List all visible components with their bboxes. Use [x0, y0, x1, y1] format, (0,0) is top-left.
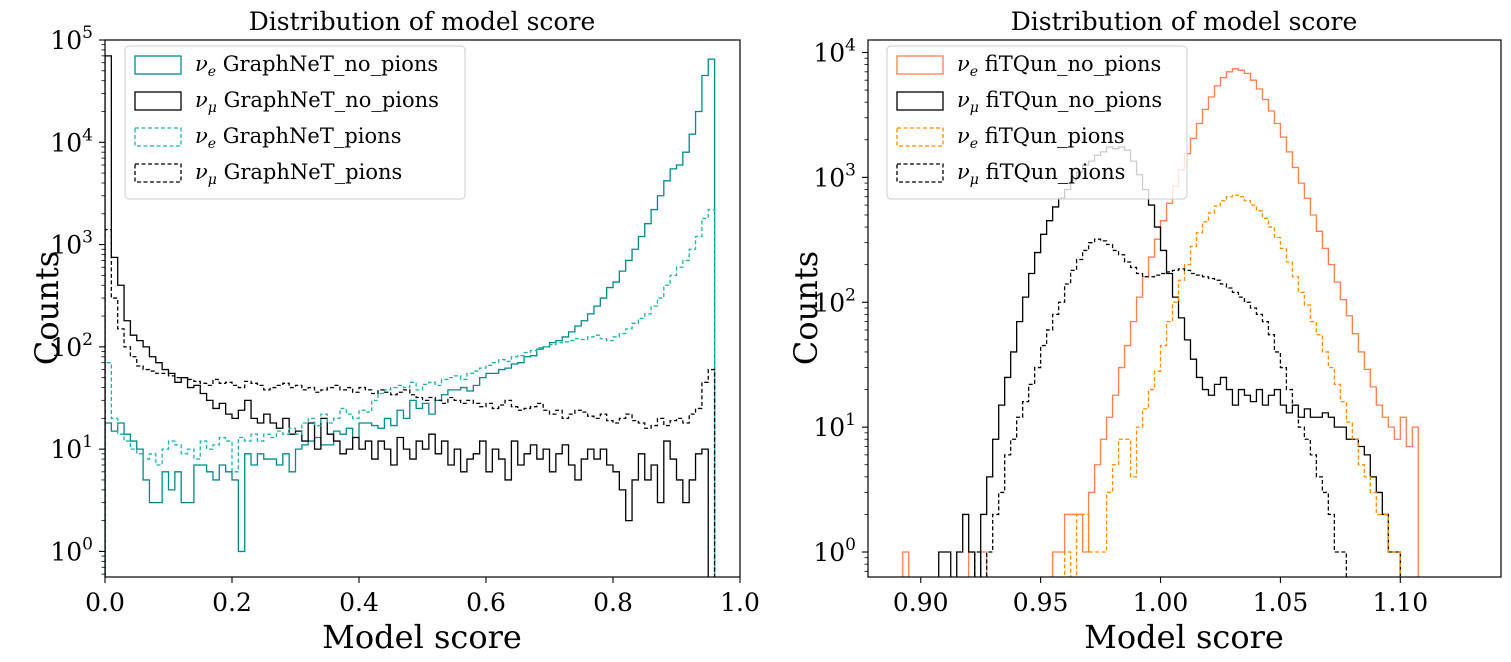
chart-left-ylabel: Counts	[28, 251, 66, 365]
histogram-series-1	[902, 68, 1419, 577]
x-tick-label: 1.0	[720, 588, 760, 617]
chart-right-frame	[867, 39, 1502, 578]
y-tick-label: 102	[813, 285, 856, 317]
x-tick-label: 0.95	[1013, 588, 1069, 617]
x-tick-label: 0.8	[593, 588, 633, 617]
histogram-series-3	[105, 208, 716, 577]
legend-swatch	[896, 127, 944, 147]
legend-label: νμ GraphNeT_no_pions	[195, 88, 439, 116]
chart-right-title: Distribution of model score	[1011, 7, 1357, 36]
legend-box	[124, 45, 466, 200]
legend-label: νμ GraphNeT_pions	[195, 160, 402, 188]
y-tick-label: 103	[50, 228, 93, 260]
x-tick-label: 1.05	[1253, 588, 1309, 617]
histogram-series-2	[938, 146, 1401, 577]
legend-swatch	[896, 163, 944, 183]
x-tick-label: 0.6	[466, 588, 506, 617]
x-tick-label: 1.00	[1133, 588, 1189, 617]
chart-right-xlabel: Model score	[1084, 618, 1284, 656]
histogram-series-1	[105, 58, 716, 577]
legend-swatch	[896, 55, 944, 75]
chart-left-series	[105, 55, 716, 577]
legend-label: νe GraphNeT_pions	[195, 124, 401, 152]
legend-swatch	[134, 163, 182, 183]
y-tick-label: 101	[50, 432, 93, 464]
x-tick-label: 1.10	[1372, 588, 1428, 617]
y-tick-label: 100	[50, 534, 93, 566]
chart-right-x-ticks: 0.90 0.95 1.00 1.05 1.10	[893, 577, 1428, 617]
chart-left-y-ticks: 100 101 102 103 104 105	[50, 23, 105, 575]
chart-right-y-ticks: 100 101 102 103 104	[813, 35, 868, 572]
legend-label: νe fiTQun_pions	[957, 124, 1125, 152]
legend-label: νμ fiTQun_no_pions	[957, 88, 1162, 116]
chart-left: Distribution of model score 0.0 0.2 0.4 0.6…	[28, 7, 760, 656]
legend-swatch	[134, 91, 182, 111]
legend-swatch	[896, 91, 944, 111]
y-tick-label: 105	[50, 23, 93, 55]
chart-left-title: Distribution of model score	[249, 7, 595, 36]
legend-box	[886, 45, 1188, 200]
y-tick-label: 104	[50, 125, 93, 157]
histogram-series-3	[1063, 194, 1401, 577]
x-tick-label: 0.2	[212, 588, 252, 617]
x-tick-label: 0.4	[339, 588, 379, 617]
chart-left-x-ticks: 0.0 0.2 0.4 0.6 0.8 1.0	[85, 577, 760, 617]
y-tick-label: 101	[813, 410, 856, 442]
histogram-series-4	[974, 238, 1347, 577]
legend-swatch	[134, 55, 182, 75]
chart-left-legend: νe GraphNeT_no_pions νμ GraphNeT_no_pions…	[124, 45, 466, 200]
histogram-series-2	[105, 55, 709, 577]
legend-swatch	[134, 127, 182, 147]
x-tick-label: 0.90	[893, 588, 949, 617]
chart-left-xlabel: Model score	[322, 618, 522, 656]
chart-left-frame	[104, 39, 741, 578]
y-tick-label: 102	[50, 330, 93, 362]
chart-right-series	[902, 68, 1419, 577]
legend-label: νe GraphNeT_no_pions	[195, 52, 438, 80]
y-tick-label: 103	[813, 160, 856, 192]
legend-label: νμ fiTQun_pions	[957, 160, 1125, 188]
chart-right-legend: νe fiTQun_no_pions νμ fiTQun_no_pions νe f…	[886, 45, 1188, 200]
y-tick-label: 104	[813, 35, 856, 67]
chart-right: Distribution of model score 0.90 0.95 1.00…	[787, 7, 1502, 656]
x-tick-label: 0.0	[85, 588, 125, 617]
chart-right-ylabel: Counts	[787, 251, 825, 365]
legend-label: νe fiTQun_no_pions	[957, 52, 1161, 80]
histogram-series-4	[105, 228, 716, 577]
y-tick-label: 100	[813, 535, 856, 567]
